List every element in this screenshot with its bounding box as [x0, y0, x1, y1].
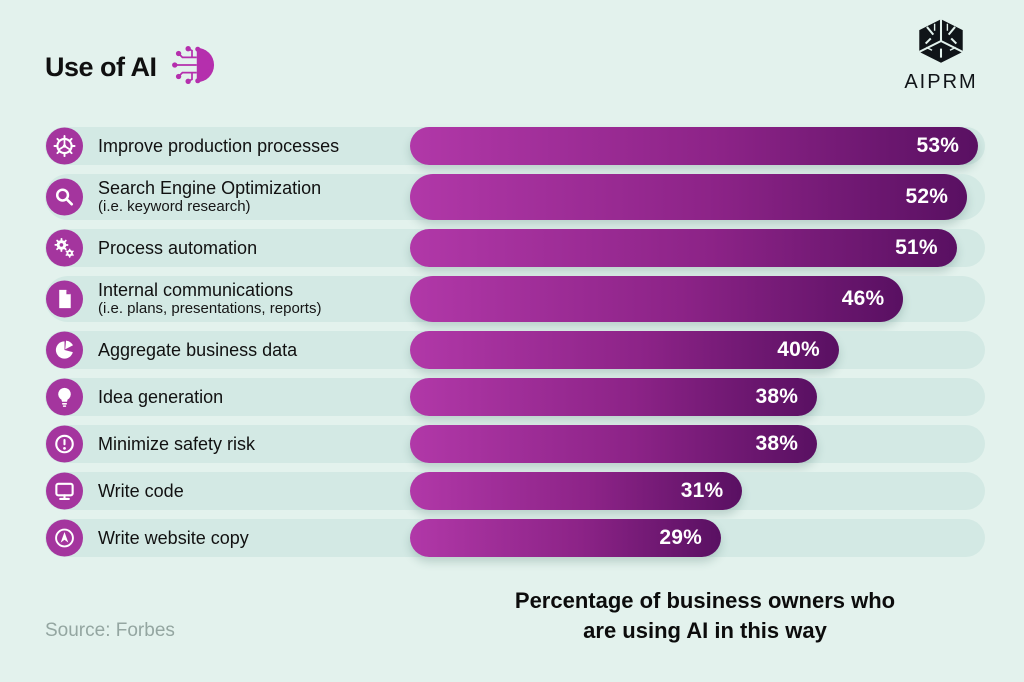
alert-icon — [46, 425, 83, 463]
bar-value-label: 38% — [755, 432, 799, 455]
gears-automation-icon — [46, 229, 83, 267]
bar: 31% — [410, 472, 743, 510]
bar-track: 46% — [410, 276, 985, 322]
chart-row: Internal communications (i.e. plans, pres… — [45, 276, 985, 322]
source-label: Source: Forbes — [45, 620, 175, 641]
bar: 53% — [410, 127, 979, 165]
aiprm-logo-icon — [915, 19, 967, 68]
bar-value-label: 31% — [680, 479, 724, 502]
bar-value-label: 53% — [916, 134, 960, 157]
bar-track: 38% — [410, 425, 985, 463]
header: Use of AI — [0, 0, 1024, 110]
chart-caption: Percentage of business owners who are us… — [480, 586, 930, 646]
bar: 38% — [410, 425, 818, 463]
row-label: Minimize safety risk — [98, 433, 256, 454]
pie-chart-icon — [46, 331, 83, 369]
bar: 46% — [410, 276, 904, 322]
bar: 40% — [410, 331, 839, 369]
chart-row: Improve production processes 53% — [45, 127, 985, 165]
bar-track: 38% — [410, 378, 985, 416]
brand-block: AIPRM — [886, 18, 996, 94]
bar-track: 29% — [410, 519, 985, 557]
ai-brain-circuit-icon — [169, 44, 215, 91]
row-label: Process automation — [98, 237, 258, 258]
row-label: Write code — [98, 480, 184, 501]
bar-track: 31% — [410, 472, 985, 510]
chart-row: Write website copy 29% — [45, 519, 985, 557]
bar-value-label: 29% — [659, 526, 703, 549]
chart-row: Search Engine Optimization (i.e. keyword … — [45, 174, 985, 220]
bar-track: 51% — [410, 229, 985, 267]
bar-value-label: 40% — [777, 338, 820, 361]
row-label: Aggregate business data — [98, 339, 298, 360]
chart-row: Minimize safety risk 38% — [45, 425, 985, 463]
row-label: Write website copy — [98, 527, 249, 548]
chart-caption-line1: Percentage of business owners who — [514, 588, 896, 613]
row-label: Improve production processes — [98, 135, 340, 156]
bar-track: 40% — [410, 331, 985, 369]
bar: 29% — [410, 519, 722, 557]
navigation-arrow-icon — [46, 519, 83, 557]
brand-name: AIPRM — [904, 71, 978, 93]
bar-chart: Improve production processes 53% Search E… — [45, 127, 985, 557]
bar-track: 53% — [410, 127, 985, 165]
page-title: Use of AI — [45, 52, 157, 82]
monitor-icon — [46, 472, 83, 510]
chart-row: Write code 31% — [45, 472, 985, 510]
row-label: Internal communications (i.e. plans, pres… — [98, 280, 322, 318]
bar-track: 52% — [410, 174, 985, 220]
row-label: Search Engine Optimization (i.e. keyword … — [98, 178, 322, 216]
gear-production-icon — [46, 127, 83, 165]
document-icon — [46, 280, 83, 318]
bar: 51% — [410, 229, 957, 267]
search-icon — [46, 178, 83, 216]
bar-value-label: 46% — [841, 287, 885, 310]
light-bulb-icon — [46, 378, 83, 416]
bar: 38% — [410, 378, 818, 416]
chart-row: Idea generation 38% — [45, 378, 985, 416]
chart-caption-line2: are using AI in this way — [583, 618, 827, 644]
bar-value-label: 38% — [755, 385, 799, 408]
chart-row: Aggregate business data 40% — [45, 331, 985, 369]
bar-value-label: 51% — [895, 236, 938, 259]
row-label: Idea generation — [98, 386, 224, 407]
bar: 52% — [410, 174, 968, 220]
chart-row: Process automation 51% — [45, 229, 985, 267]
title-wrap: Use of AI — [45, 44, 215, 91]
bar-value-label: 52% — [905, 185, 949, 208]
